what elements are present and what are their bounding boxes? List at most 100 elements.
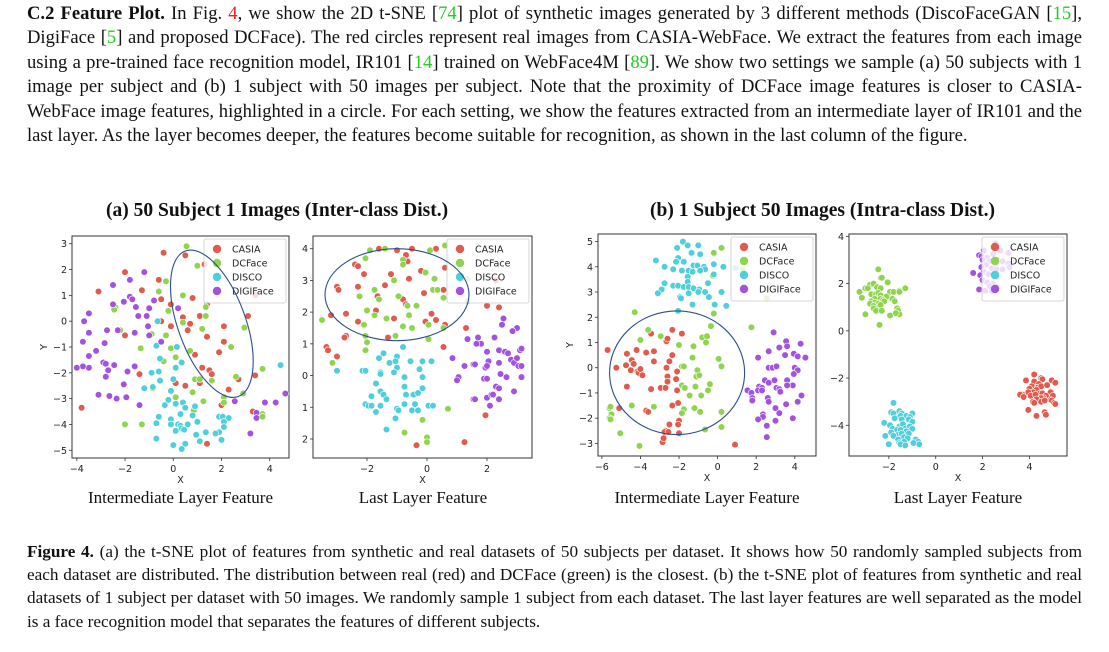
data-point-casia [135, 370, 144, 378]
data-point-disco [400, 373, 409, 381]
data-point-dcface [688, 354, 697, 362]
y-tick-label: 1 [302, 403, 308, 414]
data-point-disco [376, 370, 385, 378]
y-tick-label: −4 [53, 420, 67, 431]
data-point-disco [394, 406, 403, 414]
data-point-casia [155, 276, 163, 284]
legend-label: CASIA [475, 245, 504, 256]
legend-marker-digiface [739, 284, 749, 294]
data-point-digiface [490, 333, 499, 342]
data-point-casia [668, 326, 676, 334]
data-point-digiface [794, 352, 802, 360]
data-point-digiface [754, 415, 762, 423]
body-paragraph: C.2 Feature Plot. In Fig. 4, we show the… [27, 2, 1082, 148]
data-point-casia [1030, 370, 1038, 379]
data-point-digiface [73, 364, 81, 372]
x-tick-label: 2 [218, 464, 224, 475]
data-point-digiface [102, 373, 110, 381]
data-point-disco [153, 317, 162, 325]
data-point-disco [391, 414, 400, 422]
data-point-casia [121, 268, 129, 276]
citation-link[interactable]: 4 [228, 3, 238, 24]
citation-link[interactable]: 15 [1052, 3, 1072, 24]
data-point-dcface [418, 416, 427, 424]
data-point-dcface [360, 321, 368, 329]
data-point-disco [161, 401, 169, 409]
legend: CASIA DCFace DISCO DIGIFace [981, 236, 1065, 302]
data-point-digiface [453, 376, 461, 384]
data-point-disco [225, 414, 233, 422]
data-point-digiface [776, 388, 784, 396]
data-point-digiface [79, 338, 87, 346]
data-point-casia [632, 346, 641, 354]
data-point-digiface [794, 398, 802, 406]
data-point-digiface [758, 386, 766, 394]
x-tick-label: 4 [267, 464, 273, 475]
citation-link[interactable]: 74 [438, 3, 457, 24]
figure-label: Figure 4. [27, 542, 94, 561]
data-point-casia [189, 294, 197, 302]
data-point-digiface [483, 375, 491, 383]
data-point-casia [198, 364, 206, 372]
y-tick-label: 3 [587, 288, 593, 299]
data-point-dcface [179, 291, 187, 299]
y-tick-label: 4 [302, 244, 308, 255]
x-tick-label: −2 [672, 462, 686, 473]
data-point-disco [192, 431, 200, 439]
data-point-disco [391, 357, 400, 365]
data-point-dcface [361, 346, 370, 354]
data-point-dcface [444, 405, 452, 413]
data-point-digiface [144, 322, 152, 330]
data-point-dcface [710, 249, 718, 257]
data-point-casia [381, 281, 389, 289]
y-tick-label: −1 [53, 343, 67, 354]
data-point-digiface [79, 362, 87, 370]
data-point-casia [408, 245, 416, 253]
data-point-dcface [704, 386, 712, 394]
data-point-casia [208, 370, 216, 378]
data-point-disco [211, 429, 220, 438]
data-point-disco [167, 420, 175, 428]
data-point-dcface [690, 404, 699, 412]
legend-marker-casia [990, 242, 1000, 252]
figure-caption: Figure 4. (a) the t-SNE plot of features… [27, 540, 1082, 633]
data-point-disco [672, 258, 680, 266]
data-point-dcface [202, 312, 210, 320]
data-point-casia [1051, 379, 1059, 387]
data-point-digiface [460, 362, 469, 370]
data-point-digiface [517, 362, 526, 370]
data-point-dcface [220, 398, 228, 407]
data-point-disco [193, 418, 201, 426]
legend-label: DIGIFace [232, 287, 274, 298]
data-point-casia [439, 343, 448, 351]
data-point-disco [382, 425, 391, 434]
data-point-casia [334, 286, 343, 294]
data-point-dcface [606, 403, 615, 411]
paragraph-text: In Fig. [164, 3, 229, 24]
data-point-casia [1043, 381, 1051, 389]
data-point-dcface [423, 438, 431, 446]
data-point-casia [659, 434, 668, 442]
data-point-digiface [261, 398, 269, 407]
data-point-casia [215, 348, 223, 356]
data-point-dcface [424, 321, 433, 329]
data-point-dcface [715, 355, 723, 363]
citation-link[interactable]: 5 [106, 27, 117, 49]
data-point-digiface [771, 417, 780, 425]
citation-link[interactable]: 89 [630, 51, 649, 73]
data-point-digiface [281, 389, 289, 398]
x-axis-label: X [419, 475, 426, 486]
data-point-disco [152, 435, 160, 443]
y-tick-label: −4 [830, 421, 844, 432]
data-point-disco [140, 384, 148, 392]
data-point-digiface [85, 364, 93, 372]
x-tick-label: 4 [792, 462, 798, 473]
citation-link[interactable]: 14 [413, 51, 433, 73]
x-axis-label: X [177, 475, 184, 486]
data-point-digiface [131, 362, 139, 370]
data-point-casia [627, 366, 635, 374]
data-point-casia [167, 322, 175, 330]
data-point-digiface [765, 347, 773, 355]
data-point-digiface [246, 429, 254, 438]
legend-marker-digiface [990, 284, 1000, 294]
